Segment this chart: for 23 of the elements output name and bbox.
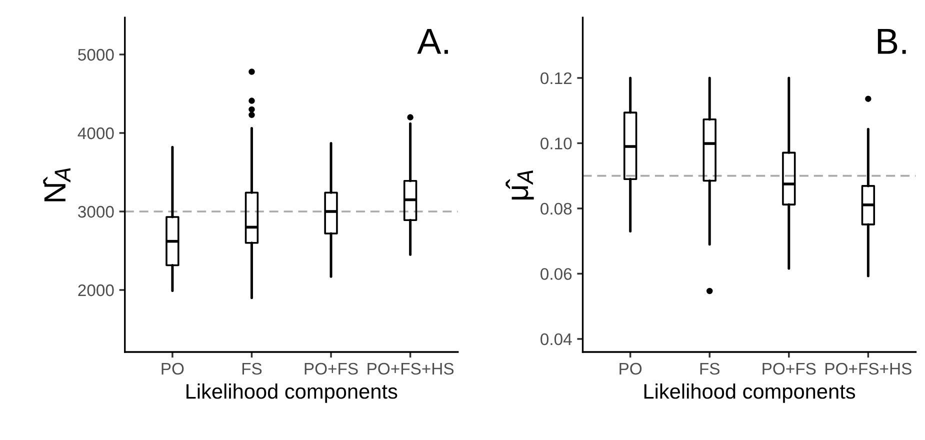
y-tick-label: 0.10 [540,138,572,150]
y-tick-label: 5000 [78,48,114,61]
x-tick-label: FS [700,362,720,375]
x-tick-label: PO [620,362,642,375]
x-tick-label: PO [162,362,184,375]
y-tick-label: 0.12 [540,72,572,84]
x-tick-label: PO+FS [304,362,358,375]
x-axis-title: Likelihood components [186,384,398,403]
x-tick-label: FS [242,362,262,375]
y-tick-label: 3000 [78,206,114,218]
y-tick-label: 4000 [78,127,114,140]
y-tick-label: 0.06 [540,268,572,280]
annotation: A. [417,28,448,54]
y-tick-label: 2000 [78,284,114,296]
x-axis-title: Likelihood components [644,384,856,403]
y-axis-title: μ̂$_{A}$ [506,170,534,200]
annotation: B. [878,28,906,54]
y-tick-label: 0.04 [540,333,572,346]
x-tick-label: PO+FS+HS [826,362,912,375]
y-axis-title: N̂$_{A}$ [43,168,70,202]
x-tick-label: PO+FS+HS [368,362,454,375]
x-tick-label: PO+FS [762,362,816,375]
y-tick-label: 0.08 [540,202,572,215]
